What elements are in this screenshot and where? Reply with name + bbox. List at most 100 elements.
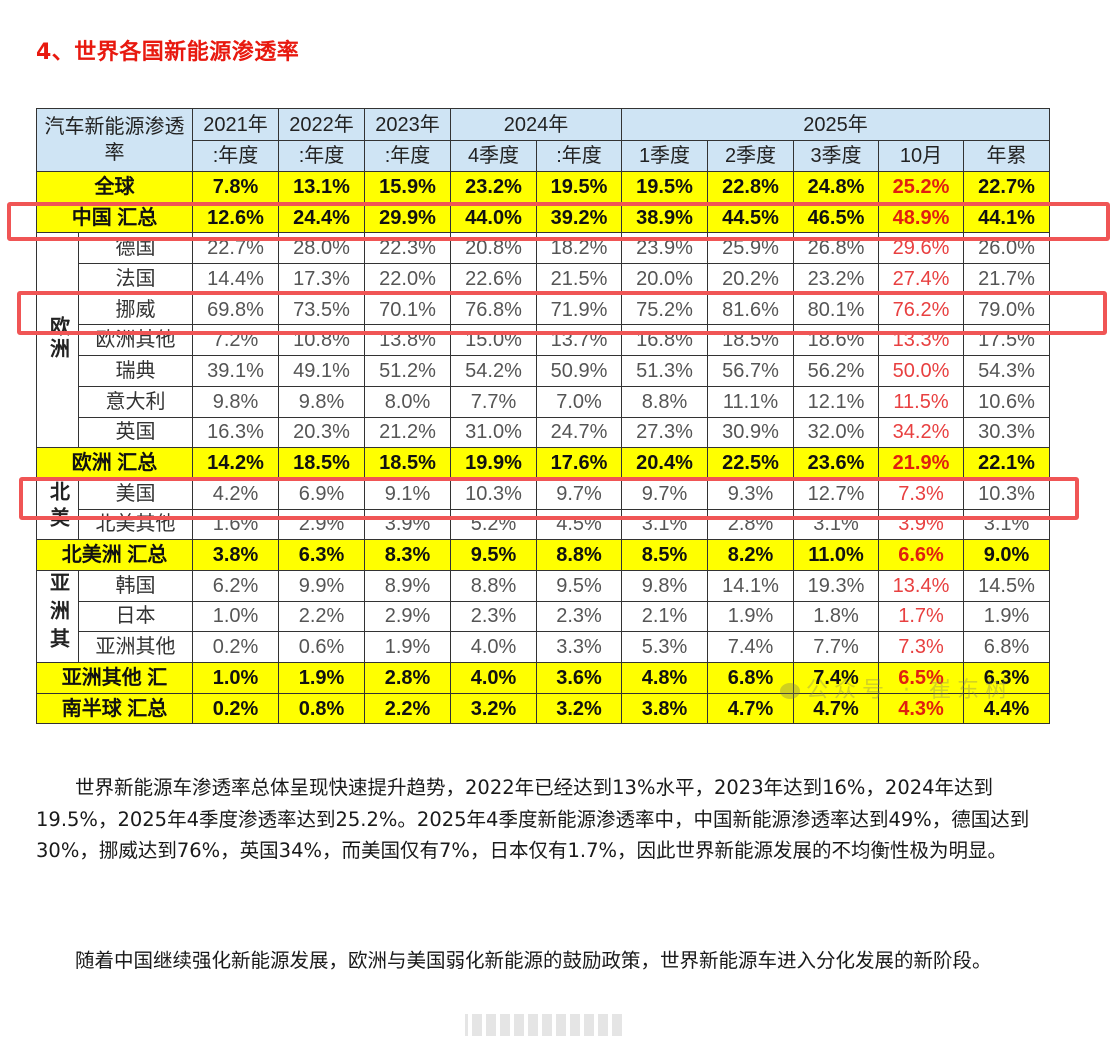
cell: 50.9% (536, 355, 622, 387)
cell: 9.8% (621, 569, 708, 602)
cell: 6.8% (962, 631, 1051, 663)
cell-october: 3.9% (878, 508, 964, 541)
cell: 4.0% (450, 631, 537, 663)
cell: 20.2% (707, 263, 794, 295)
cell: 7.7% (450, 385, 537, 418)
cell: 44.1% (962, 201, 1051, 234)
cell: 10.6% (962, 385, 1051, 418)
row-label: 英国 (78, 416, 193, 449)
cell: 39.2% (536, 201, 622, 234)
cell: 7.4% (707, 631, 794, 663)
row-label: 欧洲 汇总 (36, 447, 193, 479)
cell: 71.9% (536, 293, 622, 326)
cell: 20.3% (278, 416, 365, 449)
cell: 20.0% (621, 263, 708, 295)
period-header: :年度 (364, 140, 451, 172)
cell: 38.9% (621, 201, 708, 234)
cell: 7.8% (192, 171, 279, 203)
cell: 22.3% (364, 232, 451, 265)
cell: 9.8% (192, 385, 279, 418)
loading-placeholder-icon (465, 1012, 660, 1036)
cell: 69.8% (192, 293, 279, 326)
cell: 8.9% (364, 569, 451, 602)
cell-october: 34.2% (878, 416, 964, 449)
cell: 7.4% (793, 662, 879, 694)
cell: 54.2% (450, 355, 537, 387)
cell: 9.0% (962, 539, 1051, 571)
table-row-asia-other-total: 亚洲其他 汇 1.0% 1.9% 2.8% 4.0% 3.6% 4.8% 6.8… (36, 662, 1051, 694)
header-2021: 2021年 (192, 108, 279, 141)
region-label-asia-other: 亚洲其 (36, 569, 79, 664)
cell: 31.0% (450, 416, 537, 449)
cell: 23.2% (793, 263, 879, 295)
cell: 73.5% (278, 293, 365, 326)
table-row-usa: 北美 美国 4.2% 6.9% 9.1% 10.3% 9.7% 9.7% 9.3… (36, 477, 1051, 541)
cell: 29.9% (364, 201, 451, 234)
cell-october: 4.3% (878, 692, 964, 725)
cell: 19.5% (621, 171, 708, 203)
cell: 2.9% (278, 508, 365, 541)
cell: 1.9% (278, 662, 365, 694)
cell-october: 13.3% (878, 324, 964, 357)
cell: 8.8% (536, 539, 622, 571)
cell: 56.7% (707, 355, 794, 387)
table-row-norway: 挪威 69.8% 73.5% 70.1% 76.8% 71.9% 75.2% 8… (37, 293, 1051, 326)
cell: 18.5% (707, 324, 794, 357)
row-label: 德国 (78, 232, 193, 265)
cell: 17.6% (536, 447, 622, 479)
cell: 6.3% (278, 539, 365, 571)
cell: 2.8% (364, 662, 451, 694)
cell: 2.3% (450, 600, 537, 633)
cell: 14.5% (962, 569, 1051, 602)
cell: 17.3% (278, 263, 365, 295)
table-row-europe-other: 欧洲其他 7.2% 10.8% 13.8% 15.0% 13.7% 16.8% … (37, 324, 1051, 357)
cell: 26.8% (793, 232, 879, 265)
row-label: 亚洲其他 汇 (36, 662, 193, 694)
penetration-table: 汽车新能源渗透率 2021年 2022年 2023年 2024年 2025年 :… (36, 108, 1051, 725)
cell: 24.4% (278, 201, 365, 234)
corner-header: 汽车新能源渗透率 (36, 108, 193, 172)
cell: 30.9% (707, 416, 794, 449)
cell: 25.9% (707, 232, 794, 265)
row-label: 亚洲其他 (78, 631, 193, 663)
paragraph-summary: 世界新能源车渗透率总体呈现快速提升趋势，2022年已经达到13%水平，2023年… (36, 776, 1030, 862)
cell: 3.2% (536, 692, 622, 725)
cell: 8.2% (707, 539, 794, 571)
cell: 12.7% (793, 477, 879, 510)
watermark: 公众号 · 崔东树 (780, 672, 1013, 704)
cell: 19.5% (536, 171, 622, 203)
cell-october: 7.3% (878, 477, 964, 510)
cell: 3.1% (793, 508, 879, 541)
table-row-france: 法国 14.4% 17.3% 22.0% 22.6% 21.5% 20.0% 2… (37, 263, 1051, 295)
cell: 10.3% (450, 477, 537, 510)
table-row-japan: 日本 1.0% 2.2% 2.9% 2.3% 2.3% 2.1% 1.9% 1.… (37, 600, 1051, 633)
cell: 26.0% (962, 232, 1051, 265)
cell: 49.1% (278, 355, 365, 387)
cell: 0.2% (192, 692, 279, 725)
cell: 6.8% (707, 662, 794, 694)
period-header: 年累 (962, 140, 1051, 172)
row-label: 意大利 (78, 385, 193, 418)
table-row-asia-other: 亚洲其他 0.2% 0.6% 1.9% 4.0% 3.3% 5.3% 7.4% … (37, 631, 1051, 663)
cell: 9.8% (278, 385, 365, 418)
cell: 9.5% (450, 539, 537, 571)
cell: 24.8% (793, 171, 879, 203)
period-header: 10月 (878, 140, 964, 172)
cell: 4.8% (621, 662, 708, 694)
cell: 16.8% (621, 324, 708, 357)
row-label: 南半球 汇总 (36, 692, 193, 725)
cell: 54.3% (962, 355, 1051, 387)
period-header: :年度 (536, 140, 622, 172)
header-2025: 2025年 (620, 108, 1051, 141)
cell: 0.2% (192, 631, 279, 663)
cell: 1.6% (192, 508, 279, 541)
cell: 4.2% (192, 477, 279, 510)
period-header: 2季度 (707, 140, 794, 172)
cell: 19.3% (793, 569, 879, 602)
cell: 9.7% (621, 477, 708, 510)
cell-october: 6.5% (878, 662, 964, 694)
region-label-europe: 欧洲 (36, 232, 79, 449)
table-row-na-total: 北美洲 汇总 3.8% 6.3% 8.3% 9.5% 8.8% 8.5% 8.2… (36, 539, 1051, 571)
period-header: :年度 (278, 140, 365, 172)
cell: 32.0% (793, 416, 879, 449)
